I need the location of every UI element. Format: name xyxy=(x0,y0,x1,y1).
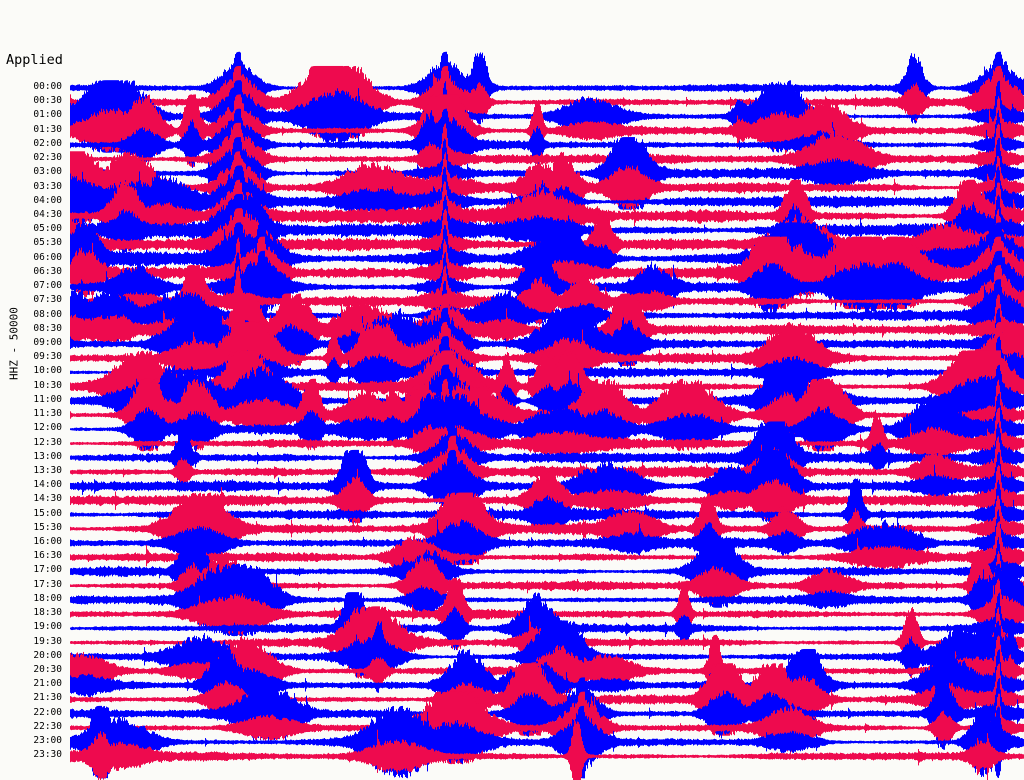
helicorder-plot xyxy=(70,0,1024,780)
time-tick-label: 21:30 xyxy=(33,692,62,704)
time-tick-label: 12:00 xyxy=(33,422,62,434)
time-tick-label: 21:00 xyxy=(33,678,62,690)
time-tick-label: 13:00 xyxy=(33,450,62,462)
time-tick-label: 01:00 xyxy=(33,109,62,121)
seismic-trace-canvas xyxy=(70,0,1024,780)
time-tick-label: 22:00 xyxy=(33,706,62,718)
time-tick-label: 03:00 xyxy=(33,166,62,178)
time-tick-label: 16:30 xyxy=(33,550,62,562)
time-tick-label: 11:00 xyxy=(33,393,62,405)
time-tick-label: 10:00 xyxy=(33,365,62,377)
time-tick-label: 10:30 xyxy=(33,379,62,391)
time-tick-label: 13:30 xyxy=(33,464,62,476)
time-tick-label: 11:30 xyxy=(33,408,62,420)
time-tick-label: 12:30 xyxy=(33,436,62,448)
time-tick-label: 02:30 xyxy=(33,152,62,164)
time-tick-label: 20:00 xyxy=(33,649,62,661)
time-axis: 00:00 00:30 01:00 01:30 02:00 02:30 03:00 03:30… xyxy=(0,0,70,780)
time-tick-label: 05:30 xyxy=(33,237,62,249)
time-tick-label: 18:30 xyxy=(33,607,62,619)
time-tick-label: 14:00 xyxy=(33,479,62,491)
time-tick-label: 00:30 xyxy=(33,95,62,107)
time-tick-label: 08:30 xyxy=(33,322,62,334)
time-tick-label: 23:00 xyxy=(33,735,62,747)
time-tick-label: 08:00 xyxy=(33,308,62,320)
time-tick-label: 22:30 xyxy=(33,720,62,732)
time-tick-label: 23:30 xyxy=(33,749,62,761)
time-tick-label: 04:00 xyxy=(33,194,62,206)
time-tick-label: 05:00 xyxy=(33,223,62,235)
time-tick-label: 06:30 xyxy=(33,265,62,277)
time-tick-label: 07:30 xyxy=(33,294,62,306)
time-tick-label: 14:30 xyxy=(33,493,62,505)
time-tick-label: 02:00 xyxy=(33,137,62,149)
time-tick-label: 01:30 xyxy=(33,123,62,135)
time-tick-label: 07:00 xyxy=(33,280,62,292)
time-tick-label: 19:00 xyxy=(33,621,62,633)
time-tick-label: 04:30 xyxy=(33,208,62,220)
time-tick-label: 19:30 xyxy=(33,635,62,647)
time-tick-label: 18:00 xyxy=(33,592,62,604)
time-tick-label: 06:00 xyxy=(33,251,62,263)
time-tick-label: 09:00 xyxy=(33,336,62,348)
time-tick-label: 15:00 xyxy=(33,507,62,519)
time-tick-label: 17:30 xyxy=(33,578,62,590)
time-tick-label: 03:30 xyxy=(33,180,62,192)
time-tick-label: 17:00 xyxy=(33,564,62,576)
time-tick-label: 20:30 xyxy=(33,664,62,676)
time-tick-label: 00:00 xyxy=(33,81,62,92)
time-tick-label: 15:30 xyxy=(33,521,62,533)
time-tick-label: 09:30 xyxy=(33,351,62,363)
time-tick-label: 16:00 xyxy=(33,536,62,548)
